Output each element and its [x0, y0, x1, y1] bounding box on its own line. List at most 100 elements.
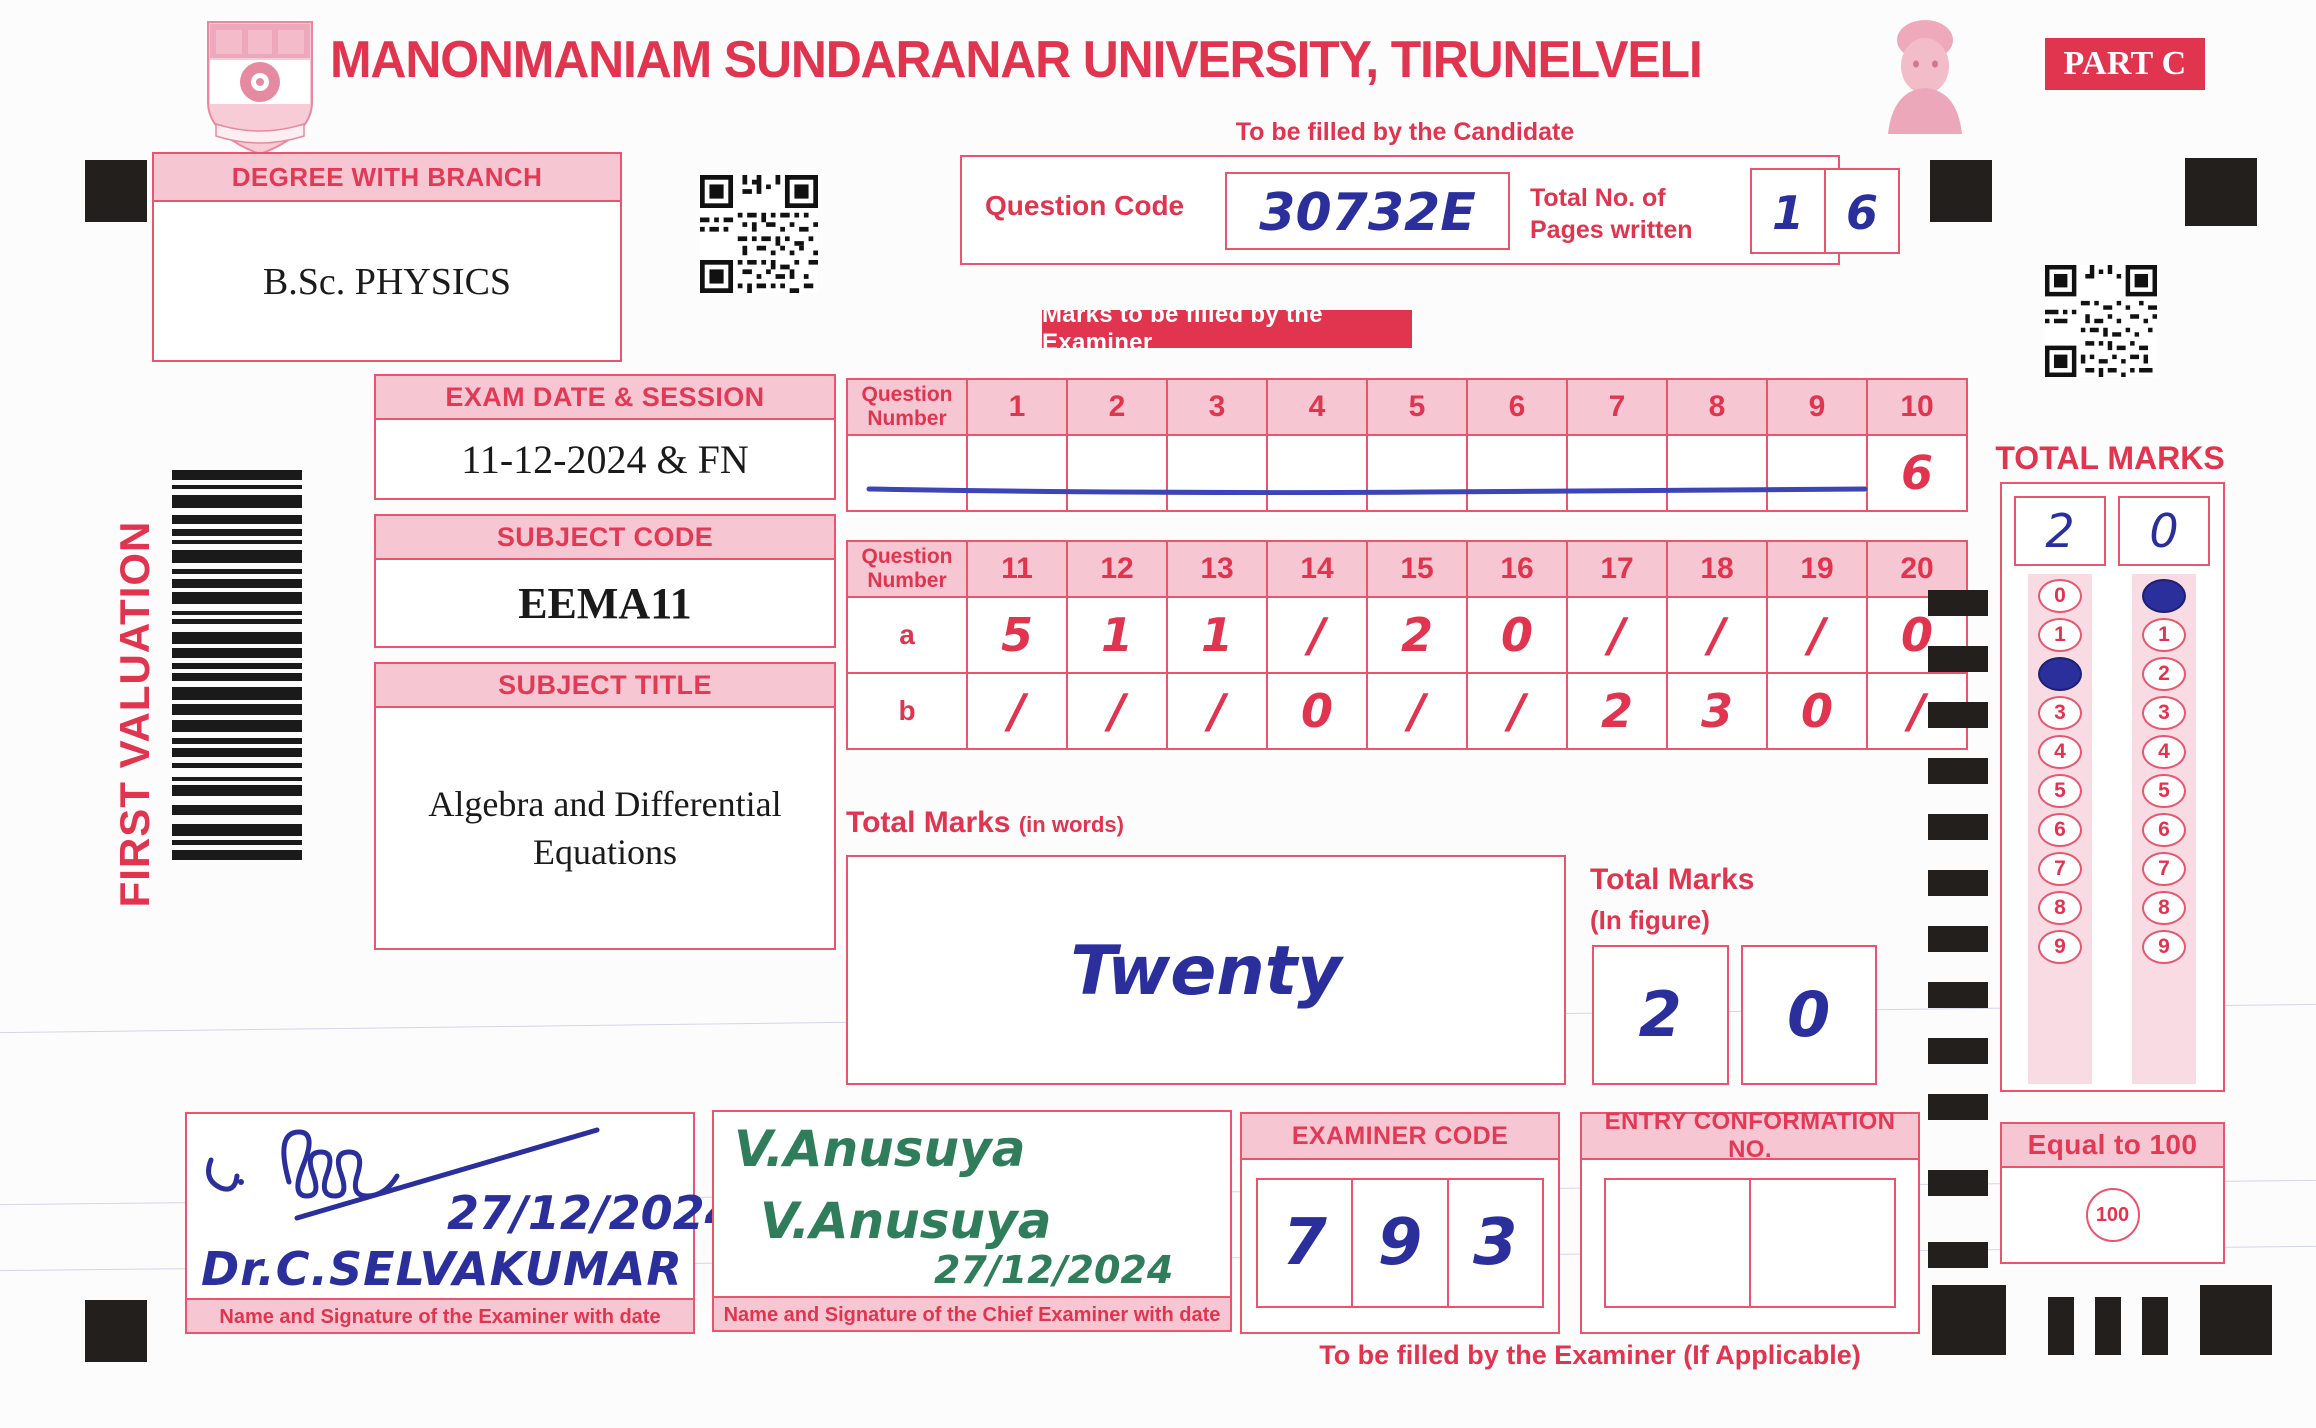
fiducial-mark-top-right — [2185, 158, 2257, 226]
examiner-marks-band: Marks to be filled by the Examiner — [1042, 301, 1412, 356]
examiner-code-header: EXAMINER CODE — [1242, 1114, 1558, 1160]
table2-b-12[interactable]: / — [1066, 672, 1168, 750]
fiducial-mark-top-right-inner — [1930, 160, 1992, 222]
question-code-input[interactable]: 30732E — [1225, 172, 1510, 250]
equal-to-100-panel: Equal to 100 100 — [2000, 1122, 2225, 1264]
exam-date-value: 11-12-2024 & FN — [461, 436, 749, 482]
bubble-tens-6[interactable]: 6 — [2038, 813, 2082, 847]
table2-b-17[interactable]: 2 — [1566, 672, 1668, 750]
first-valuation-label: FIRST VALUATION — [111, 520, 158, 908]
bubble-units-7[interactable]: 7 — [2142, 852, 2186, 886]
table2-q-20: 20 — [1866, 540, 1968, 598]
marks-table-questions-11-20: Question Number 11 12 13 14 15 16 17 18 1… — [846, 540, 1968, 750]
table2-b-11[interactable]: / — [966, 672, 1068, 750]
table1-q-9: 9 — [1766, 378, 1868, 436]
table2-q-16: 16 — [1466, 540, 1568, 598]
bubble-units-5[interactable]: 5 — [2142, 774, 2186, 808]
table2-b-19[interactable]: 0 — [1766, 672, 1868, 750]
table2-b-13[interactable]: / — [1166, 672, 1268, 750]
equal-to-100-circle[interactable]: 100 — [2085, 1188, 2140, 1242]
bubble-tens-4[interactable]: 4 — [2038, 735, 2082, 769]
qr-code-icon — [2045, 265, 2157, 377]
bubble-tens-7[interactable]: 7 — [2038, 852, 2082, 886]
bubble-tens-1[interactable]: 1 — [2038, 618, 2082, 652]
pages-digit-tens: 1 — [1752, 170, 1826, 252]
bubble-units-4[interactable]: 4 — [2142, 735, 2186, 769]
table2-b-14[interactable]: 0 — [1266, 672, 1368, 750]
table2-a-17[interactable]: / — [1566, 596, 1668, 674]
bubble-units-9[interactable]: 9 — [2142, 930, 2186, 964]
table1-mark-4[interactable] — [1266, 434, 1368, 512]
table1-mark-2[interactable] — [1066, 434, 1168, 512]
fiducial-mark-bottom-right-b — [2200, 1285, 2272, 1355]
bubble-units-3[interactable]: 3 — [2142, 696, 2186, 730]
table2-a-13[interactable]: 1 — [1166, 596, 1268, 674]
table1-mark-8[interactable] — [1666, 434, 1768, 512]
bubble-units-2[interactable]: 2 — [2142, 657, 2186, 691]
pages-written-input[interactable]: 1 6 — [1750, 168, 1900, 254]
table1-mark-10[interactable]: 6 — [1866, 434, 1968, 512]
fiducial-bar-3 — [2142, 1297, 2168, 1355]
table2-a-18[interactable]: / — [1666, 596, 1768, 674]
table2-q-17: 17 — [1566, 540, 1668, 598]
table1-mark-5[interactable] — [1366, 434, 1468, 512]
bubble-units-6[interactable]: 6 — [2142, 813, 2186, 847]
table1-mark-6[interactable] — [1466, 434, 1568, 512]
table2-b-15[interactable]: / — [1366, 672, 1468, 750]
table2-q-12: 12 — [1066, 540, 1168, 598]
bubble-tens-2[interactable]: 2 — [2038, 657, 2082, 691]
table1-q-2: 2 — [1066, 378, 1168, 436]
chief-examiner-signature-caption: Name and Signature of the Chief Examiner… — [714, 1296, 1230, 1330]
table2-a-14[interactable]: / — [1266, 596, 1368, 674]
table2-a-11[interactable]: 5 — [966, 596, 1068, 674]
bubble-tens-9[interactable]: 9 — [2038, 930, 2082, 964]
bubble-tens-0[interactable]: 0 — [2038, 579, 2082, 613]
chief-examiner-signature-box[interactable]: V.Anusuya V.Anusuya 27/12/2024 Name and … — [712, 1110, 1232, 1332]
subject-title-header: SUBJECT TITLE — [376, 664, 834, 708]
table1-mark-1[interactable] — [966, 434, 1068, 512]
table2-a-15[interactable]: 2 — [1366, 596, 1468, 674]
chief-examiner-name: V.Anusuya — [734, 1120, 1026, 1178]
bubble-units-0[interactable]: 0 — [2142, 579, 2186, 613]
table2-a-19[interactable]: / — [1766, 596, 1868, 674]
part-badge: PART C — [2045, 38, 2205, 90]
examiner-name: Dr.C.SELVAKUMAR — [201, 1242, 683, 1296]
bubble-digit-tens-box[interactable]: 2 — [2014, 496, 2106, 566]
bubble-digit-units-box[interactable]: 0 — [2118, 496, 2210, 566]
examiner-footer-note: To be filled by the Examiner (If Applica… — [1319, 1340, 1861, 1370]
table2-row-a-label: a — [846, 596, 968, 674]
table2-b-16[interactable]: / — [1466, 672, 1568, 750]
bubble-tens-3[interactable]: 3 — [2038, 696, 2082, 730]
pages-written-label: Total No. of Pages written — [1530, 184, 1693, 244]
table1-mark-3[interactable] — [1166, 434, 1268, 512]
equal-to-100-body: 100 — [2002, 1168, 2223, 1262]
table2-row-header: Question Number — [846, 540, 968, 598]
total-figure-digit-units: 0 — [1740, 945, 1877, 1085]
total-marks-words-input[interactable]: Twenty — [846, 855, 1566, 1085]
bubble-tens-8[interactable]: 8 — [2038, 891, 2082, 925]
examiner-signature-box[interactable]: 27/12/2024 Dr.C.SELVAKUMAR Name and Sign… — [185, 1112, 737, 1334]
university-crest-icon — [207, 21, 313, 156]
table1-mark-7[interactable] — [1566, 434, 1668, 512]
bubble-tens-5[interactable]: 5 — [2038, 774, 2082, 808]
table2-a-12[interactable]: 1 — [1066, 596, 1168, 674]
examiner-signature-caption: Name and Signature of the Examiner with … — [187, 1298, 693, 1332]
table2-a-16[interactable]: 0 — [1466, 596, 1568, 674]
founder-portrait-icon — [1888, 20, 1962, 134]
bubble-units-8[interactable]: 8 — [2142, 891, 2186, 925]
total-marks-figure-sub: (In figure) — [1590, 905, 1710, 935]
exam-date-header: EXAM DATE & SESSION — [376, 376, 834, 420]
entry-conformation-cells[interactable] — [1604, 1178, 1896, 1308]
total-marks-figure-input[interactable]: 2 0 — [1592, 945, 1877, 1085]
table2-b-18[interactable]: 3 — [1666, 672, 1768, 750]
examiner-code-cells[interactable]: 7 9 3 — [1256, 1178, 1544, 1308]
table1-q-8: 8 — [1666, 378, 1768, 436]
chief-examiner-date: 27/12/2024 — [934, 1248, 1174, 1292]
bubble-units-1[interactable]: 1 — [2142, 618, 2186, 652]
table1-q-3: 3 — [1166, 378, 1268, 436]
table1-mark-9[interactable] — [1766, 434, 1868, 512]
degree-value: B.Sc. PHYSICS — [262, 261, 512, 303]
marks-table-questions-1-10: Question Number 1 2 3 4 5 6 7 8 9 10 — [846, 378, 1968, 512]
entry-conformation-header: ENTRY CONFORMATION NO. — [1582, 1108, 1918, 1163]
